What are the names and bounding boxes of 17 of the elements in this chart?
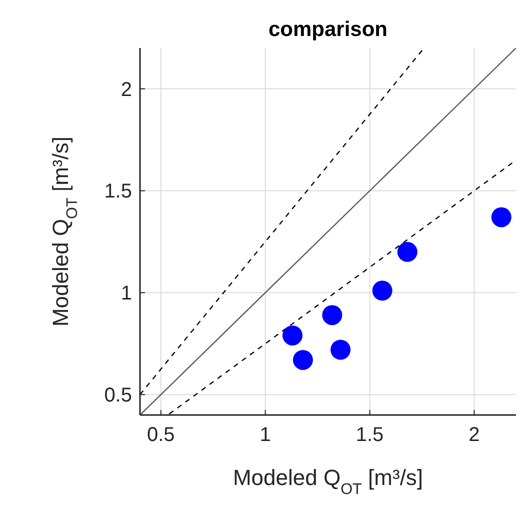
point <box>322 305 342 326</box>
x-tick-label: 1 <box>260 424 271 446</box>
x-axis-title: Modeled Q$_{OT}$ [m³/s] <box>232 465 424 498</box>
point <box>397 242 418 262</box>
chart-title: comparison <box>268 18 388 41</box>
y-tick-label: 2 <box>120 78 132 101</box>
point <box>330 340 351 360</box>
point <box>282 325 302 346</box>
x-tick-label: 1.5 <box>356 424 384 446</box>
point <box>372 280 392 301</box>
y-tick-label: 1 <box>120 282 132 305</box>
point <box>292 350 313 370</box>
x-tick-label: 0.5 <box>146 424 175 446</box>
y-tick-label: 1.5 <box>104 180 132 203</box>
x-tick-label: 2 <box>468 424 480 446</box>
y-tick-label: 0.5 <box>104 384 132 407</box>
point <box>491 207 512 228</box>
